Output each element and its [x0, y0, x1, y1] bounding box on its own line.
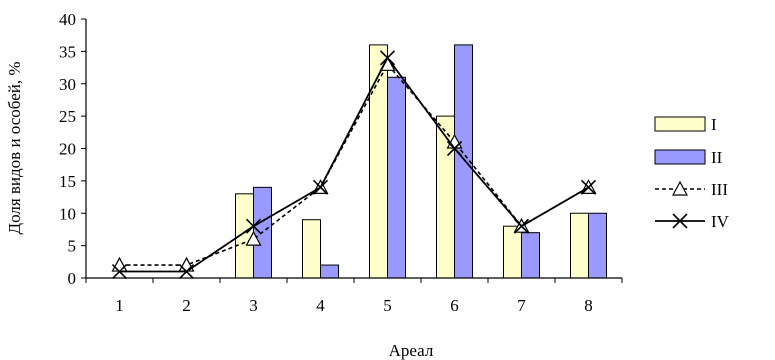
plot-area — [111, 44, 607, 280]
bar-I-4 — [302, 219, 321, 279]
y-tick-label: 5 — [68, 237, 77, 256]
y-tick-label: 20 — [59, 140, 76, 159]
bar-II-8 — [588, 212, 607, 279]
point-III-3 — [245, 230, 262, 246]
y-tick-label: 30 — [59, 75, 76, 94]
bar-I-7 — [503, 225, 522, 279]
y-tick-label: 0 — [68, 269, 77, 288]
legend-label-II: II — [711, 148, 723, 167]
y-tick-label: 25 — [59, 107, 76, 126]
line-series-IV — [119, 56, 589, 273]
legend-label-IV: IV — [711, 212, 730, 231]
x-tick-label: 4 — [316, 296, 325, 315]
x-tick-label: 8 — [584, 296, 593, 315]
x-tick-label: 5 — [383, 296, 392, 315]
point-III-1 — [111, 256, 128, 272]
x-axis-title: Ареал — [389, 341, 434, 360]
point-IV-2 — [178, 263, 195, 280]
y-ticks: 0 5 10 15 20 25 30 35 40 — [59, 10, 86, 288]
bar-I-8 — [570, 212, 589, 279]
bar-II-5 — [387, 76, 406, 279]
y-tick-label: 35 — [59, 42, 76, 61]
x-tick-label: 1 — [115, 296, 124, 315]
x-ticks: 1 2 3 4 5 6 7 8 — [85, 278, 623, 315]
x-tick-label: 6 — [450, 296, 459, 315]
point-IV-1 — [111, 263, 128, 280]
point-IV-8 — [580, 179, 597, 195]
point-IV-5 — [379, 50, 396, 66]
y-axis-title: Доля видов и особей, % — [5, 61, 24, 234]
point-IV-7 — [513, 218, 530, 234]
y-tick-label: 10 — [59, 204, 76, 223]
x-tick-label: 3 — [249, 296, 258, 315]
point-IV-4 — [312, 179, 329, 195]
bar-II-4 — [320, 264, 339, 279]
legend-marker-IV — [672, 213, 688, 229]
legend-label-I: I — [711, 115, 717, 134]
legend-marker-III — [671, 180, 689, 196]
legend-label-III: III — [711, 180, 728, 199]
y-tick-label: 40 — [59, 10, 76, 29]
point-IV-3 — [245, 218, 262, 234]
bar-II-7 — [521, 232, 540, 279]
x-tick-label: 2 — [182, 296, 191, 315]
y-tick-label: 15 — [59, 172, 76, 191]
x-tick-label: 7 — [517, 296, 526, 315]
point-IV-6 — [446, 140, 463, 157]
legend-swatch-I — [654, 116, 706, 132]
legend-swatch-II — [654, 149, 706, 165]
